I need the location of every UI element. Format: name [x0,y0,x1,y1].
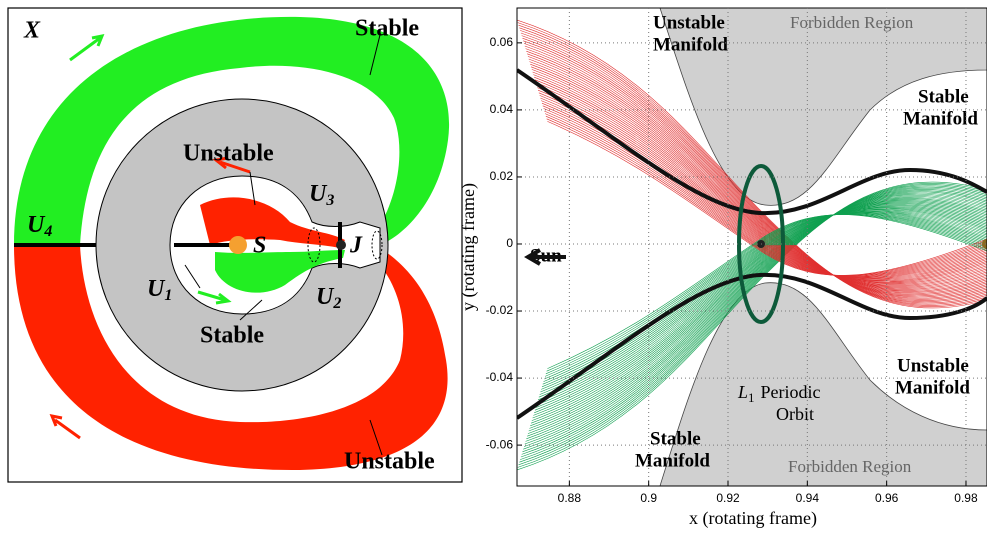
annotation: L [737,382,748,402]
annotation: Unstable [653,12,725,33]
left-panel: X Stable Unstable Stable Unstable S J U4… [8,8,462,482]
annotation: Unstable [897,355,969,376]
label: U [147,276,166,302]
label: U [27,212,46,238]
label: 1 [164,287,172,304]
sun-dot [229,236,247,254]
annotation: Forbidden Region [788,457,912,476]
x-tick-label: 0.88 [558,491,582,505]
x-tick-label: 0.96 [875,491,899,505]
annotation: Manifold [635,450,710,471]
label: 3 [325,192,334,209]
label: Stable [355,16,419,42]
y-tick-label: -0.04 [486,370,514,384]
annotation: Forbidden Region [790,13,914,32]
label: S [253,233,266,259]
annotation: Orbit [776,404,814,424]
plot: Forbidden Region Forbidden Region Sun Un… [458,8,987,529]
x-tick-label: 0.98 [954,491,978,505]
label: U [309,181,328,207]
jupiter-dot [336,240,346,250]
label: Stable [200,323,264,349]
y-tick-label: -0.02 [486,303,514,317]
label: 4 [43,223,52,240]
plot-area [517,8,987,486]
y-tick-label: 0.02 [490,169,514,183]
x-axis-label: x (rotating frame) [689,508,817,529]
annotation: Stable [650,428,701,449]
label: Unstable [344,449,435,475]
annotation: Manifold [903,108,978,129]
annotation: Periodic [761,382,821,402]
annotation: Manifold [653,34,728,55]
label: Unstable [183,141,274,167]
figure: X Stable Unstable Stable Unstable S J U4… [0,0,987,533]
x-tick-label: 0.92 [716,491,740,505]
annotation: Manifold [895,377,970,398]
y-tick-label: 0 [506,236,513,250]
label: 2 [332,295,341,312]
y-tick-label: -0.06 [486,437,514,451]
x-tick-label: 0.94 [796,491,820,505]
x-tick-label: 0.9 [640,491,657,505]
annotation: Stable [918,86,969,107]
y-axis-label: y (rotating frame) [458,183,479,311]
y-tick-label: 0.04 [490,102,514,116]
annotation: 1 [748,390,755,405]
label: X [23,18,41,44]
label: U [316,284,335,310]
label: J [349,233,363,259]
y-tick-label: 0.06 [490,35,514,49]
